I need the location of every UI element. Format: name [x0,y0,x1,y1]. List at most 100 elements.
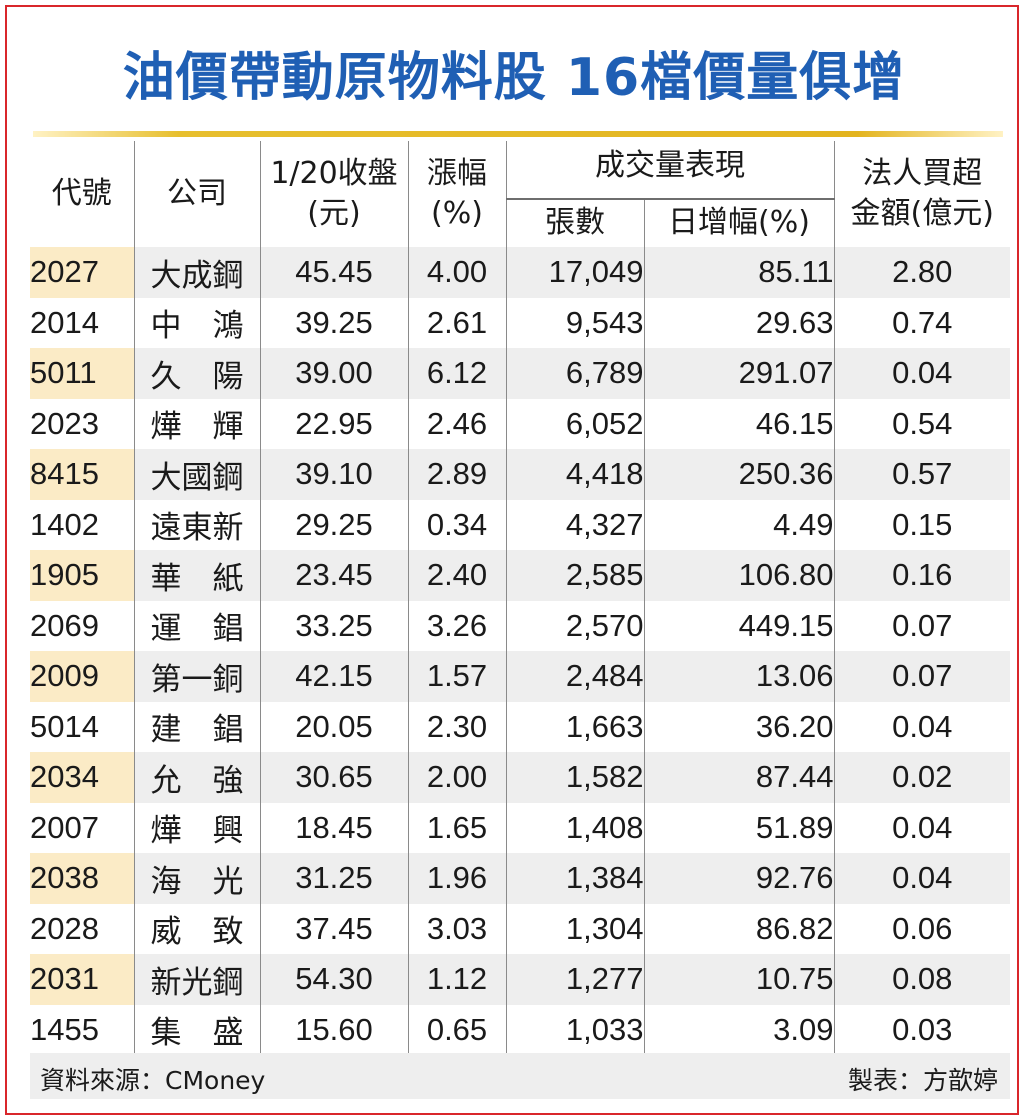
cell-inst: 0.04 [833,348,1010,399]
cell-inst: 0.15 [833,499,1010,550]
cell-inst: 0.04 [833,701,1010,752]
cell-code: 2038 [30,853,134,904]
cell-daily-pct: 46.15 [643,398,834,449]
cell-lots: 1,582 [505,752,644,803]
cell-company: 久 陽 [133,348,260,399]
cell-code: 2023 [30,405,99,441]
cell-code: 8415 [30,449,134,500]
cell-close: 15.60 [259,1004,408,1055]
cell-lots: 2,570 [505,600,644,651]
cell-daily-pct: 86.82 [643,903,834,954]
table-row: 2028 威 致 37.45 3.03 1,304 86.82 0.06 [30,903,1010,954]
cell-code: 2034 [30,752,134,803]
table-row: 2031 新光鋼 54.30 1.12 1,277 10.75 0.08 [30,954,1010,1005]
page-title: 油價帶動原物料股 16檔價量俱增 [122,48,906,108]
cell-company: 燁 輝 [133,398,260,449]
cell-change: 2.89 [407,449,506,500]
cell-change: 2.40 [407,550,506,601]
cell-code: 2028 [30,910,99,946]
cell-lots: 1,408 [505,802,644,853]
cell-lots: 1,033 [505,1004,644,1055]
table-row: 2034 允 強 30.65 2.00 1,582 87.44 0.02 [30,752,1010,803]
cell-company: 遠東新 [133,499,260,550]
cell-company: 威 致 [133,903,260,954]
header-code: 代號 [30,141,134,247]
table-row: 2007 燁 興 18.45 1.65 1,408 51.89 0.04 [30,802,1010,853]
table-row: 1402 遠東新 29.25 0.34 4,327 4.49 0.15 [30,499,1010,550]
stock-table: 代號 公司 1/20收盤 (元) 漲幅 (%) 成交量表現 法人買超 金額(億元… [30,141,1010,1055]
cell-inst: 0.04 [833,853,1010,904]
cell-lots: 2,585 [505,550,644,601]
cell-inst: 2.80 [833,247,1010,298]
cell-change: 0.65 [407,1004,506,1055]
cell-daily-pct: 87.44 [643,752,834,803]
cell-lots: 2,484 [505,651,644,702]
cell-company: 華 紙 [133,550,260,601]
table-row: 2014 中 鴻 39.25 2.61 9,543 29.63 0.74 [30,297,1010,348]
cell-code: 2069 [30,607,99,643]
table-row: 2038 海 光 31.25 1.96 1,384 92.76 0.04 [30,853,1010,904]
cell-daily-pct: 4.49 [643,499,834,550]
infographic-frame: 油價帶動原物料股 16檔價量俱增 代號 公司 1/20收盤 (元) 漲幅 (% [5,5,1019,1115]
cell-company: 運 錩 [133,600,260,651]
cell-code: 1905 [30,550,134,601]
cell-inst: 0.04 [833,802,1010,853]
cell-daily-pct: 29.63 [643,297,834,348]
cell-inst: 0.08 [833,954,1010,1005]
cell-lots: 17,049 [505,247,644,298]
cell-close: 23.45 [259,550,408,601]
cell-change: 0.34 [407,499,506,550]
cell-close: 39.25 [259,297,408,348]
header-inst-line1: 法人買超 [862,155,983,191]
cell-code: 5011 [30,348,134,399]
cell-code: 2031 [30,954,134,1005]
cell-company: 建 錩 [133,701,260,752]
cell-code: 1402 [30,506,99,542]
cell-daily-pct: 85.11 [643,247,834,298]
cell-close: 39.00 [259,348,408,399]
cell-change: 6.12 [407,348,506,399]
cell-close: 33.25 [259,600,408,651]
cell-daily-pct: 13.06 [643,651,834,702]
header-close-line2: (元) [307,196,361,231]
cell-change: 1.65 [407,802,506,853]
cell-company: 大國鋼 [133,449,260,500]
footer-bar: 資料來源：CMoney 製表：方歆婷 [30,1053,1010,1099]
cell-daily-pct: 92.76 [643,853,834,904]
table-row: 5014 建 錩 20.05 2.30 1,663 36.20 0.04 [30,701,1010,752]
cell-inst: 0.16 [833,550,1010,601]
cell-close: 30.65 [259,752,408,803]
table-row: 8415 大國鋼 39.10 2.89 4,418 250.36 0.57 [30,449,1010,500]
header-change-line2: (%) [431,196,483,231]
table-row: 5011 久 陽 39.00 6.12 6,789 291.07 0.04 [30,348,1010,399]
cell-change: 3.03 [407,903,506,954]
cell-close: 42.15 [259,651,408,702]
cell-daily-pct: 449.15 [643,600,834,651]
cell-company: 新光鋼 [133,954,260,1005]
cell-inst: 0.74 [833,297,1010,348]
cell-company: 大成鋼 [133,247,260,298]
cell-lots: 1,277 [505,954,644,1005]
cell-close: 18.45 [259,802,408,853]
cell-code: 2007 [30,809,99,845]
header-close-line1: 1/20收盤 [270,155,398,191]
header-volume-group: 成交量表現 [505,141,834,200]
cell-daily-pct: 51.89 [643,802,834,853]
cell-close: 45.45 [259,247,408,298]
header-company: 公司 [133,141,260,247]
cell-daily-pct: 10.75 [643,954,834,1005]
header-volume-daily-pct: 日增幅(%) [643,199,834,247]
cell-lots: 6,789 [505,348,644,399]
cell-change: 2.46 [407,398,506,449]
header-code-label: 代號 [51,175,112,211]
cell-lots: 1,304 [505,903,644,954]
cell-company: 海 光 [133,853,260,904]
cell-code: 2014 [30,304,99,340]
cell-close: 20.05 [259,701,408,752]
cell-change: 2.00 [407,752,506,803]
cell-close: 22.95 [259,398,408,449]
cell-inst: 0.03 [833,1004,1010,1055]
table-row: 2069 運 錩 33.25 3.26 2,570 449.15 0.07 [30,600,1010,651]
maker-credit: 製表：方歆婷 [847,1066,998,1095]
cell-daily-pct: 250.36 [643,449,834,500]
